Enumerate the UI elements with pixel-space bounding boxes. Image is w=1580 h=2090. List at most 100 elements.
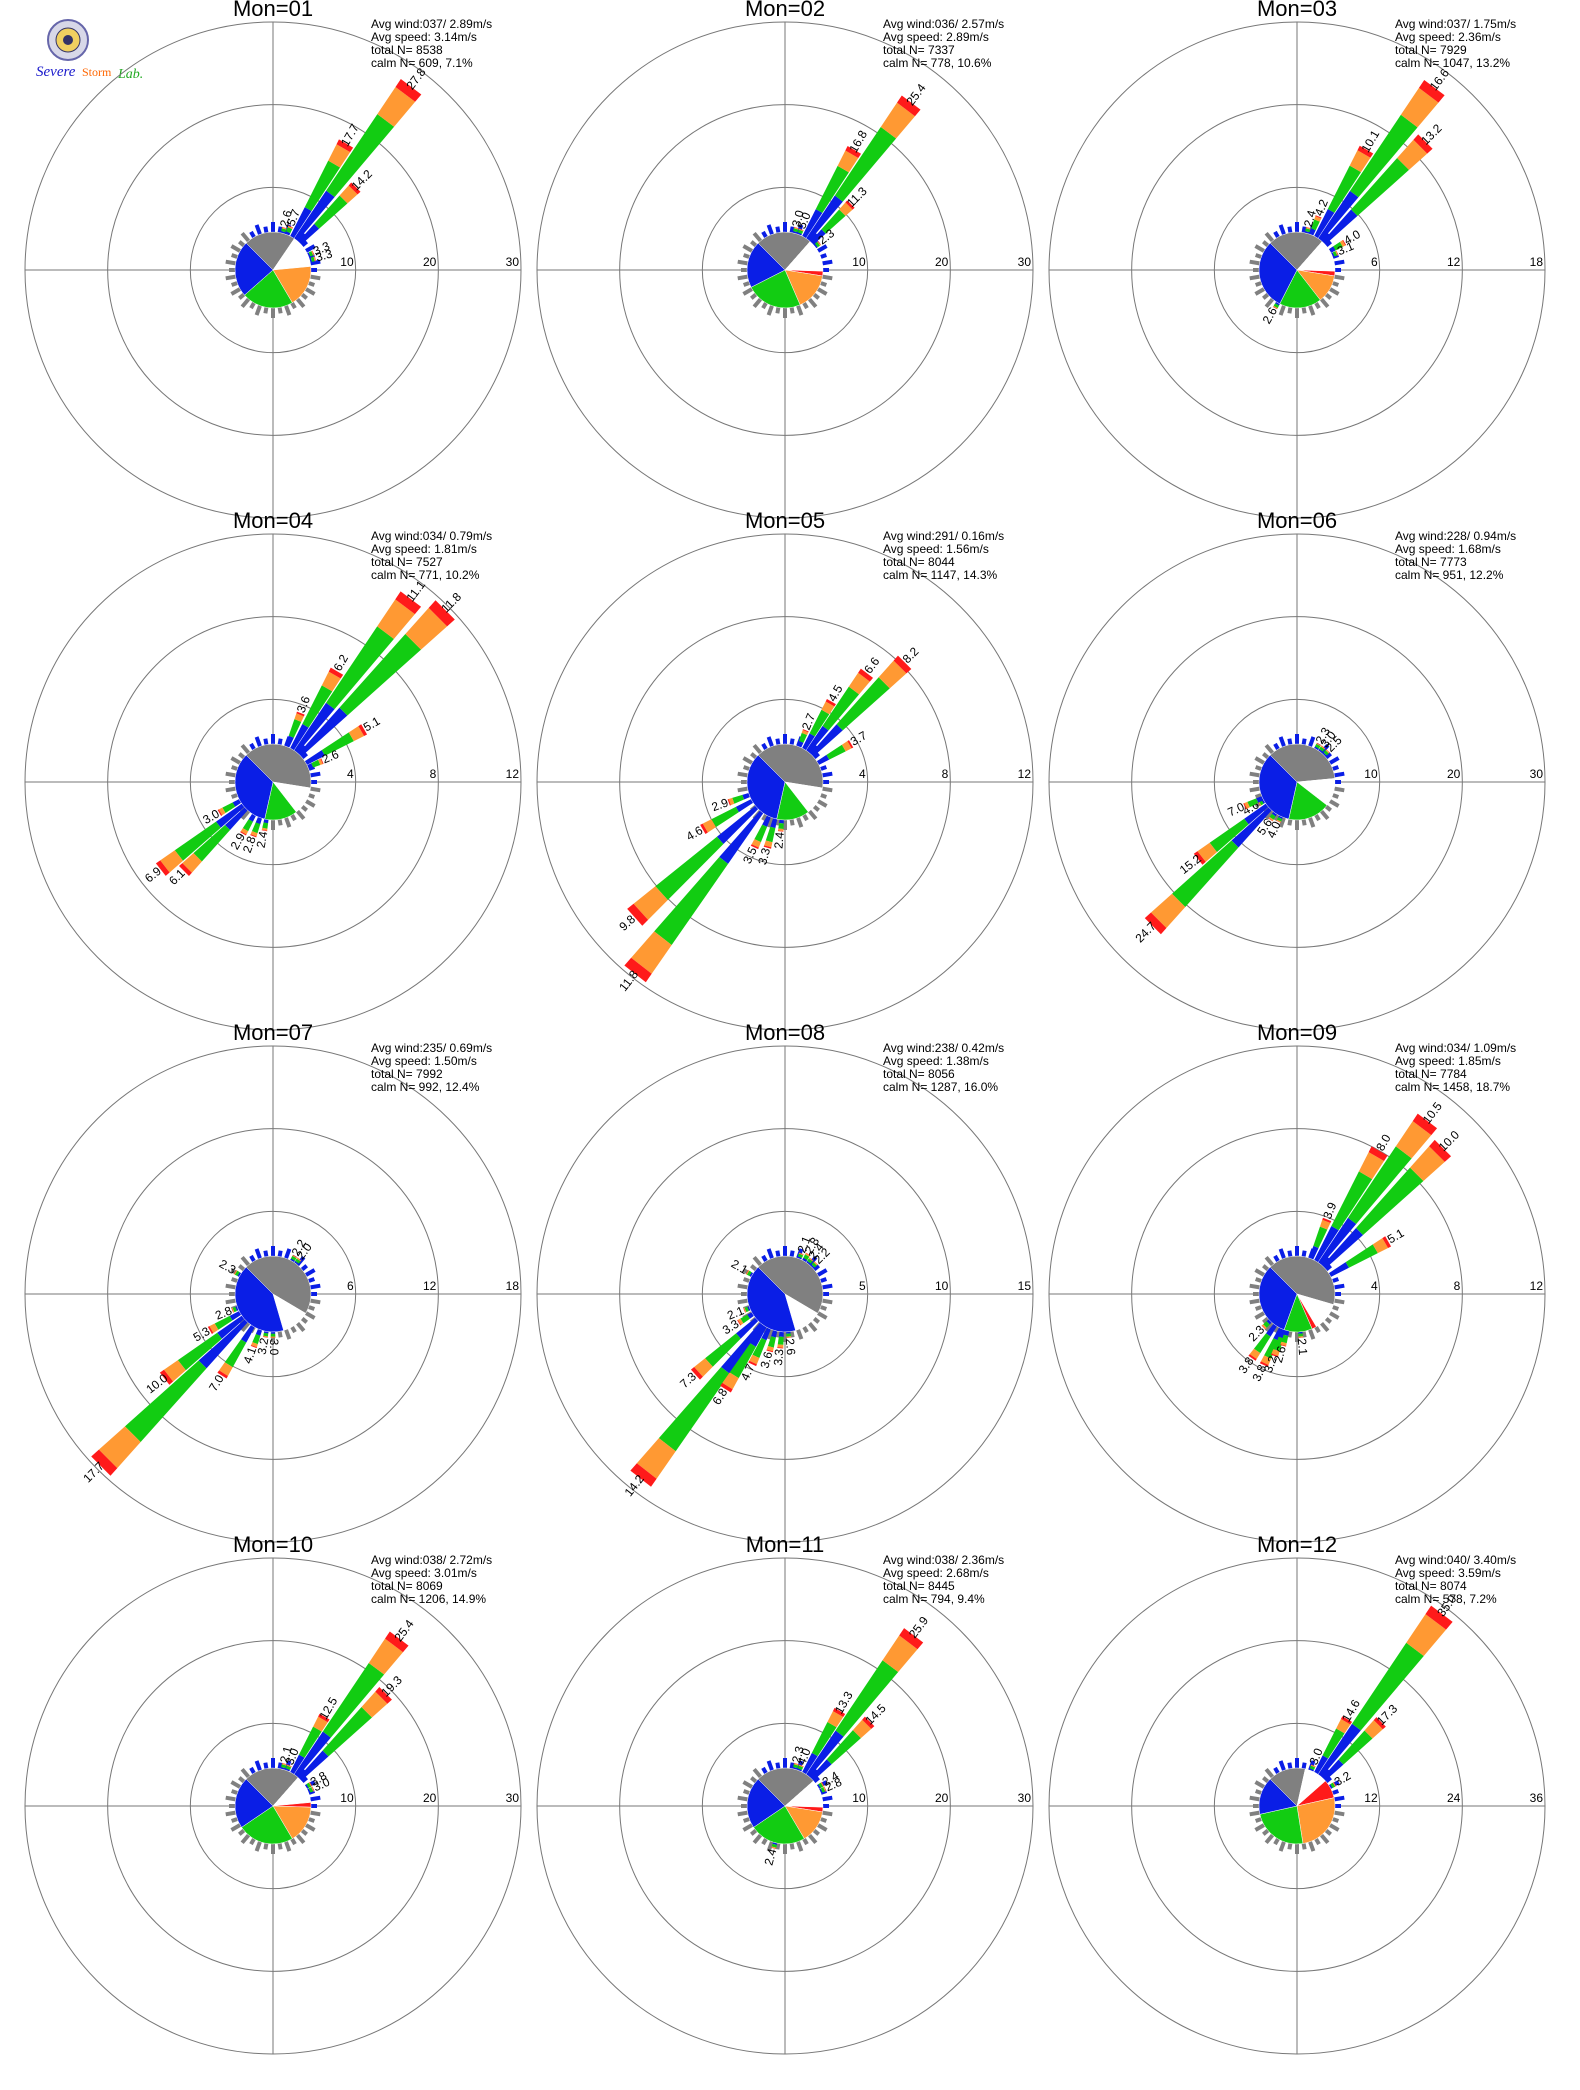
direction-tick bbox=[1301, 226, 1307, 233]
direction-tick bbox=[225, 1283, 236, 1290]
bar-value-label: 2.1 bbox=[725, 1303, 746, 1322]
direction-tick bbox=[1332, 1789, 1340, 1795]
rose-bar-segment bbox=[1314, 743, 1321, 749]
rose-bar-segment bbox=[250, 831, 258, 837]
rose-bar-segment bbox=[1271, 811, 1277, 817]
direction-tick bbox=[1287, 1843, 1293, 1850]
direction-tick bbox=[1249, 259, 1260, 266]
ring-tick-label: 8 bbox=[1454, 1279, 1461, 1293]
bar-value-label: 3.3 bbox=[771, 1348, 786, 1366]
rose-bar-segment bbox=[742, 792, 751, 800]
direction-tick bbox=[308, 281, 316, 287]
rose-bar-segment bbox=[155, 860, 170, 876]
bar-value-label: 4.0 bbox=[794, 1746, 813, 1767]
rose-bar-segment bbox=[797, 1256, 802, 1260]
direction-tick bbox=[789, 1331, 795, 1338]
ring-tick-label: 4 bbox=[347, 767, 354, 781]
pie-slice-gray bbox=[245, 1767, 299, 1807]
rose-bar-segment bbox=[1257, 801, 1261, 807]
stat-total-n: total N= 7337 bbox=[883, 43, 955, 57]
rose-bar-segment bbox=[1261, 1325, 1266, 1330]
rose-bar-segment bbox=[627, 903, 649, 926]
direction-tick bbox=[230, 1817, 238, 1823]
stat-total-n: total N= 7527 bbox=[371, 555, 443, 569]
direction-tick bbox=[820, 281, 828, 287]
rose-bar-segment bbox=[1280, 1344, 1287, 1347]
rose-bar-segment bbox=[428, 600, 455, 627]
rose-bar-segment bbox=[251, 822, 261, 834]
direction-tick bbox=[254, 305, 262, 316]
direction-tick bbox=[290, 1325, 297, 1334]
direction-tick bbox=[1301, 307, 1307, 314]
direction-tick bbox=[1262, 1316, 1270, 1324]
direction-tick bbox=[1308, 305, 1316, 316]
direction-tick bbox=[277, 1331, 283, 1338]
direction-tick bbox=[304, 799, 316, 808]
rose-bar-segment bbox=[318, 758, 323, 765]
direction-tick bbox=[789, 738, 795, 745]
rose-bar-segment bbox=[217, 1315, 245, 1339]
rose-bar-segment bbox=[1349, 114, 1418, 198]
direction-tick bbox=[789, 226, 795, 233]
direction-tick bbox=[1328, 1823, 1340, 1832]
direction-tick bbox=[737, 1283, 748, 1290]
rose-bar-segment bbox=[1276, 819, 1282, 823]
direction-tick bbox=[1301, 1843, 1307, 1850]
rose-bar-segment bbox=[1263, 1321, 1270, 1328]
rose-bar-segment bbox=[311, 250, 315, 256]
rose-bar-segment bbox=[1273, 303, 1280, 309]
rose-bar-segment bbox=[163, 1360, 186, 1382]
direction-tick bbox=[750, 1264, 758, 1272]
rose-bar-segment bbox=[747, 1306, 751, 1311]
rose-bar-segment bbox=[375, 1687, 392, 1704]
rose-bar-segment bbox=[1231, 807, 1272, 848]
rose-bar-segment bbox=[314, 256, 317, 262]
rose-bar-segment bbox=[1280, 1341, 1287, 1346]
direction-tick bbox=[249, 742, 256, 751]
ring-tick-label: 10 bbox=[852, 255, 866, 269]
rose-bar-segment bbox=[281, 1763, 287, 1766]
direction-tick bbox=[277, 307, 283, 314]
direction-tick bbox=[300, 240, 308, 248]
stat-avg-speed: Avg speed: 3.01m/s bbox=[371, 1566, 477, 1580]
bar-value-label: 2.7 bbox=[799, 711, 818, 732]
stat-avg-wind: Avg wind:037/ 2.89m/s bbox=[371, 17, 492, 31]
rose-bar-segment bbox=[313, 1716, 328, 1732]
direction-tick bbox=[1334, 786, 1345, 793]
pie-slice-gray bbox=[245, 1255, 312, 1314]
rose-bar-segment bbox=[292, 1254, 298, 1258]
direction-tick bbox=[1308, 1329, 1316, 1340]
direction-tick bbox=[238, 1776, 246, 1784]
rose-bar-segment bbox=[811, 1721, 837, 1757]
rose-bar-segment bbox=[727, 799, 731, 806]
direction-tick bbox=[1319, 297, 1330, 309]
direction-tick bbox=[1254, 1311, 1266, 1320]
direction-tick bbox=[752, 297, 763, 309]
rose-bar-segment bbox=[1326, 749, 1330, 753]
rose-bar-segment bbox=[765, 826, 776, 843]
rose-bar-segment bbox=[799, 1252, 804, 1255]
rose-bar-segment bbox=[1373, 1717, 1386, 1730]
rose-bar-segment bbox=[326, 626, 394, 710]
rose-bar-segment bbox=[748, 1360, 757, 1367]
rose-bar-segment bbox=[294, 190, 335, 241]
rose-bar-segment bbox=[307, 1788, 311, 1794]
direction-tick bbox=[766, 1329, 774, 1340]
direction-tick bbox=[230, 244, 242, 253]
rose-bar-segment bbox=[286, 227, 293, 234]
ring-tick-label: 10 bbox=[852, 1791, 866, 1805]
direction-tick bbox=[750, 1828, 758, 1836]
stat-calm-n: calm N= 1206, 14.9% bbox=[371, 1592, 486, 1606]
direction-tick bbox=[789, 1250, 795, 1257]
rose-bar-segment bbox=[806, 725, 829, 753]
rose-bar-segment bbox=[1270, 1353, 1279, 1358]
direction-tick bbox=[822, 1298, 833, 1305]
rose-bar-segment bbox=[231, 1308, 234, 1313]
direction-tick bbox=[752, 743, 763, 755]
rose-bar-segment bbox=[746, 1270, 752, 1277]
rose-bar-segment bbox=[636, 1438, 676, 1479]
bar-value-label: 2.6 bbox=[277, 208, 295, 228]
rose-bar-segment bbox=[219, 1362, 233, 1376]
direction-tick bbox=[1264, 231, 1275, 243]
